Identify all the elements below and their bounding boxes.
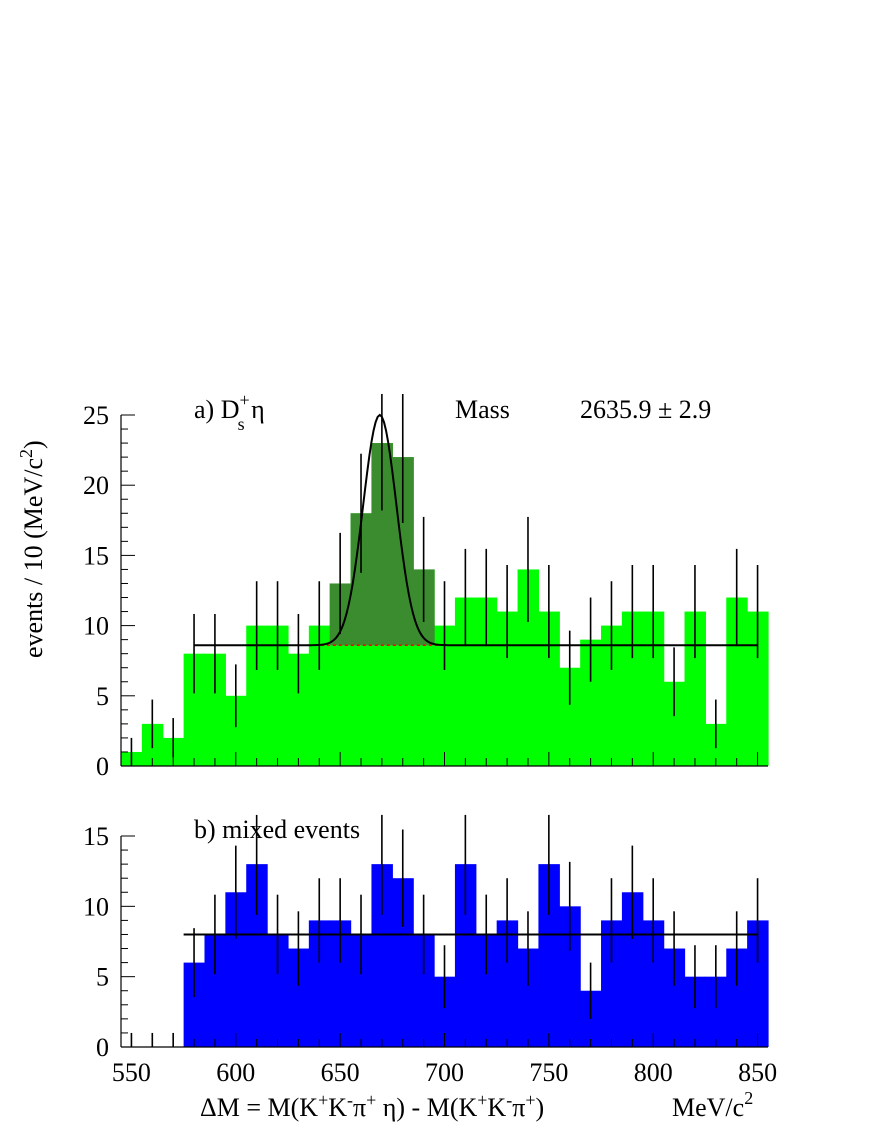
b-x-tick-label: 600 — [216, 1058, 255, 1087]
a-bar-22 — [580, 639, 602, 766]
a-bar-29 — [726, 597, 748, 766]
panel-b-title: b) mixed events — [194, 815, 360, 844]
a-bar-3 — [183, 653, 206, 766]
a-y-tick-label: 0 — [96, 752, 109, 781]
b-bar-3 — [183, 962, 206, 1047]
a-bar-6 — [246, 625, 268, 766]
panel-b: b) mixed events ΔM = M(K+K-π+ η) - M(K+K… — [83, 814, 777, 1122]
b-bar-23 — [601, 920, 623, 1047]
b-y-tick-label: 5 — [96, 963, 109, 992]
b-y-tick-label: 10 — [83, 892, 109, 921]
b-bar-5 — [225, 892, 247, 1047]
y-axis-label: events / 10 (MeV/c2) — [16, 440, 48, 658]
panel-b-axes: 0 5 10 15 550 600 650 700 750 800 850 — [83, 822, 777, 1087]
b-bar-6 — [246, 864, 268, 1047]
panel-a-error-bars — [130, 393, 759, 766]
panel-a-mass-value: 2635.9 ± 2.9 — [580, 395, 711, 424]
b-bar-26 — [663, 948, 686, 1047]
b-bar-9 — [308, 920, 331, 1047]
b-y-tick-label: 15 — [83, 822, 109, 851]
a-bar-16 — [454, 597, 477, 766]
a-y-tick-label: 5 — [96, 682, 109, 711]
a-bar-19 — [517, 569, 540, 766]
a-bar-7 — [267, 625, 289, 766]
a-bar-9 — [308, 625, 331, 766]
b-bar-14 — [413, 934, 435, 1047]
a-signal-bar-11 — [350, 513, 373, 646]
b-bar-22 — [580, 990, 602, 1047]
x-axis-unit: MeV/c2 — [672, 1088, 753, 1122]
a-bar-18 — [496, 611, 519, 766]
b-x-tick-label: 800 — [634, 1058, 673, 1087]
a-bar-25 — [642, 611, 665, 766]
x-axis-label: ΔM = M(K+K-π+ η) - M(K+K-π+) — [200, 1090, 544, 1122]
b-bar-13 — [392, 878, 414, 1047]
a-bar-26 — [663, 681, 686, 766]
a-bar-4 — [204, 653, 226, 766]
panel-a-mass-label: Mass — [455, 395, 510, 424]
a-signal-bar-12 — [371, 443, 393, 646]
panel-a-title: a) D+ s η — [194, 390, 265, 434]
a-bar-24 — [621, 611, 644, 766]
b-bar-4 — [204, 934, 226, 1047]
a-y-tick-label: 15 — [83, 541, 109, 570]
b-bar-29 — [726, 948, 748, 1047]
a-bar-21 — [559, 667, 581, 766]
b-bar-18 — [496, 920, 519, 1047]
b-bar-25 — [642, 920, 665, 1047]
a-bar-23 — [601, 625, 623, 766]
a-y-tick-label: 20 — [83, 471, 109, 500]
panel-a-fit-curve — [194, 413, 758, 647]
b-bar-17 — [475, 934, 498, 1047]
panel-b-bars — [183, 864, 769, 1047]
b-x-tick-label: 850 — [738, 1058, 777, 1087]
a-bar-27 — [684, 611, 706, 766]
a-y-tick-label: 25 — [83, 401, 109, 430]
b-bar-12 — [371, 864, 393, 1047]
a-bar-30 — [747, 611, 769, 766]
b-bar-10 — [329, 920, 352, 1047]
b-x-tick-label: 700 — [425, 1058, 464, 1087]
b-y-tick-label: 0 — [96, 1033, 109, 1062]
b-bar-8 — [287, 948, 310, 1047]
b-bar-30 — [747, 920, 769, 1047]
b-bar-21 — [559, 906, 581, 1047]
b-x-tick-label: 650 — [321, 1058, 360, 1087]
a-bar-15 — [434, 625, 456, 766]
b-x-tick-label: 750 — [529, 1058, 568, 1087]
b-bar-24 — [621, 892, 644, 1047]
a-bar-8 — [287, 653, 310, 766]
b-bar-7 — [267, 934, 289, 1047]
a-bar-17 — [475, 597, 498, 766]
b-bar-11 — [350, 934, 373, 1047]
panel-a: a) D+ s η Mass 2635.9 ± 2.9 events / 10 (… — [16, 390, 769, 781]
a-bar-20 — [538, 611, 560, 766]
b-bar-19 — [517, 948, 540, 1047]
b-bar-15 — [434, 976, 456, 1047]
a-bar-5 — [225, 695, 247, 766]
b-bar-16 — [454, 864, 477, 1047]
panel-a-axes: 0 5 10 15 20 25 — [83, 401, 768, 781]
b-bar-27 — [684, 976, 706, 1047]
b-bar-20 — [538, 864, 560, 1047]
b-bar-28 — [705, 976, 727, 1047]
a-y-tick-label: 10 — [83, 612, 109, 641]
b-x-tick-label: 550 — [112, 1058, 151, 1087]
